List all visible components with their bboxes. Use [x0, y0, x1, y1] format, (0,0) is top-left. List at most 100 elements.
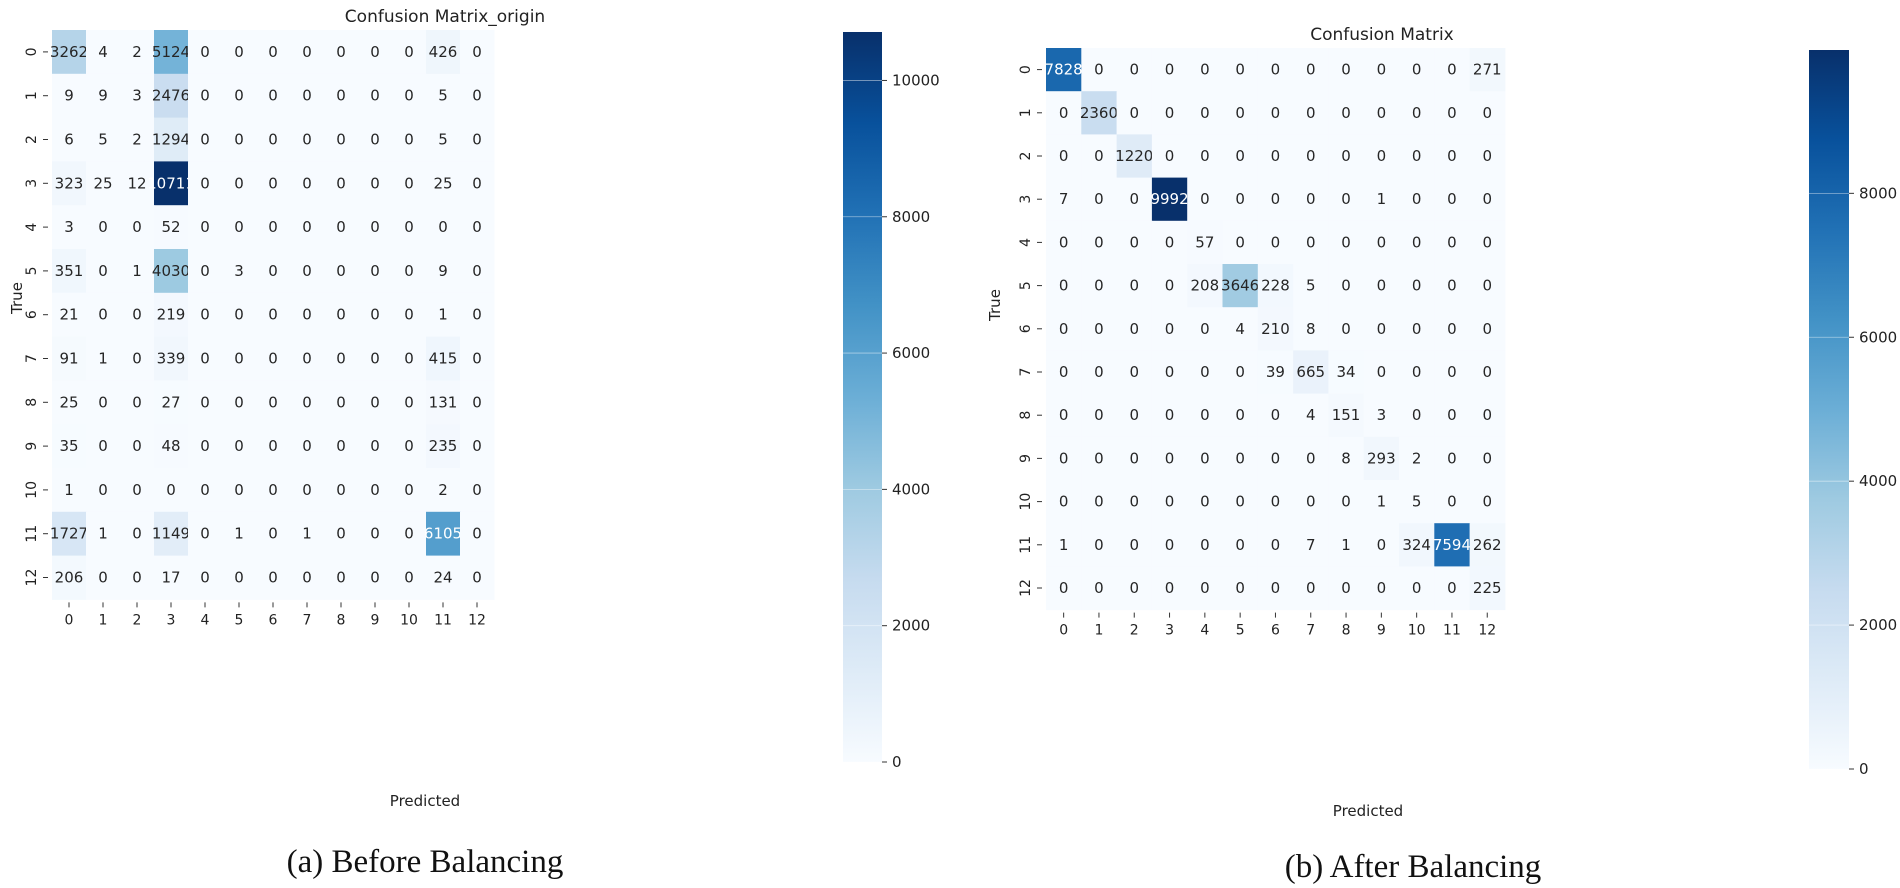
cell-value-label: 0: [98, 481, 108, 499]
cell-value-label: 1: [302, 525, 312, 543]
heatmap-cell: [358, 468, 393, 513]
heatmap-cell: [1469, 436, 1506, 481]
colorbar-tick-label: 0: [1859, 760, 1869, 778]
heatmap-cell: [1151, 264, 1188, 308]
cell-value-label: 7594: [1433, 536, 1471, 554]
y-tick-label: 10: [1018, 493, 1034, 511]
x-tick-label: 9: [371, 612, 380, 628]
cell-value-label: 0: [1341, 320, 1351, 338]
x-tick-label: 8: [1342, 623, 1351, 639]
y-tick-label: 4: [1018, 238, 1034, 247]
cell-value-label: 0: [200, 43, 210, 61]
heatmap-cell: [460, 555, 495, 600]
cell-value-label: 2476: [152, 87, 190, 105]
heatmap-cell: [86, 468, 121, 513]
heatmap-cell: [1187, 480, 1223, 524]
cell-value-label: 0: [1447, 363, 1457, 381]
heatmap-cell: [290, 249, 325, 294]
heatmap-cell: [1434, 220, 1471, 265]
x-tick-label: 8: [337, 612, 346, 628]
cell-value-label: 0: [336, 306, 346, 324]
cell-value-label: 0: [302, 87, 312, 105]
cell-value-label: 9: [64, 87, 74, 105]
x-tick-label: 1: [99, 612, 108, 628]
y-tick-label: 1: [24, 91, 40, 100]
heatmap-cell: [1187, 220, 1223, 265]
heatmap-cell: [1328, 91, 1365, 135]
cell-value-label: 0: [472, 43, 482, 61]
cell-value-label: 57: [1195, 233, 1214, 251]
heatmap-cell: [290, 424, 325, 469]
heatmap-cell: [1328, 350, 1365, 395]
heatmap-cell: [154, 292, 189, 338]
heatmap-cell: [52, 424, 87, 469]
heatmap-cell: [222, 117, 257, 162]
cell-value-label: 206: [55, 569, 84, 587]
cell-value-label: 0: [302, 306, 312, 324]
heatmap-cell: [256, 468, 291, 513]
heatmap-cell: [1469, 220, 1506, 265]
cell-value-label: 9992: [1150, 190, 1188, 208]
cell-value-label: 0: [1200, 61, 1210, 79]
heatmap-cell: [188, 205, 223, 250]
cell-value-label: 0: [1341, 579, 1351, 597]
cell-value-label: 2360: [1080, 104, 1118, 122]
cell-value-label: 0: [1271, 61, 1281, 79]
heatmap-cell: [154, 511, 189, 557]
cell-value-label: 0: [268, 218, 278, 236]
heatmap-cell: [1081, 480, 1118, 524]
cell-value-label: 0: [1094, 277, 1104, 295]
cell-value-label: 0: [268, 43, 278, 61]
heatmap-cell: [188, 161, 223, 206]
heatmap-cell: [52, 555, 87, 600]
heatmap-cell: [1187, 264, 1223, 308]
cell-value-label: 228: [1261, 277, 1290, 295]
heatmap-cell: [324, 205, 359, 250]
heatmap-cell: [1081, 264, 1118, 308]
heatmap-cell: [154, 249, 189, 294]
x-tick-label: 12: [468, 612, 486, 628]
x-tick-label: 11: [434, 612, 452, 628]
cell-value-label: 0: [1377, 536, 1387, 554]
cell-value-label: 0: [1200, 579, 1210, 597]
heatmap-cell: [358, 292, 393, 338]
heatmap-cell: [1187, 566, 1223, 611]
cell-value-label: 0: [1094, 363, 1104, 381]
heatmap-cell: [120, 380, 155, 425]
heatmap-cell: [1293, 177, 1329, 222]
cell-value-label: 0: [1235, 493, 1245, 511]
cell-value-label: 0: [1094, 190, 1104, 208]
heatmap-cell: [392, 205, 427, 250]
cell-value-label: 0: [1412, 363, 1422, 381]
heatmap-cell: [1363, 48, 1400, 92]
heatmap-cell: [1434, 264, 1471, 308]
heatmap-cell: [154, 424, 189, 469]
heatmap-cell: [290, 511, 325, 557]
heatmap-cell: [426, 424, 461, 469]
cell-value-label: 0: [1059, 579, 1069, 597]
cell-value-label: 27: [161, 393, 180, 411]
heatmap-cell: [1081, 91, 1118, 135]
heatmap-cell: [290, 555, 325, 600]
cell-value-label: 3646: [1221, 277, 1259, 295]
heatmap-cell: [324, 424, 359, 469]
heatmap-cell: [86, 249, 121, 294]
cell-value-label: 0: [302, 131, 312, 149]
cell-value-label: 0: [302, 43, 312, 61]
cell-value-label: 7: [1306, 536, 1316, 554]
cell-value-label: 0: [370, 525, 380, 543]
y-axis-label: True: [986, 289, 1004, 322]
heatmap-cell: [86, 555, 121, 600]
cell-value-label: 0: [336, 437, 346, 455]
heatmap-cell: [188, 249, 223, 294]
heatmap-cell: [1434, 307, 1471, 351]
heatmap-panel-before: Confusion Matrix_origin Predicted True 3…: [8, 7, 940, 880]
heatmap-cell: [358, 73, 393, 119]
cell-value-label: 0: [404, 87, 414, 105]
heatmap-cell: [392, 249, 427, 294]
heatmap-cell: [358, 555, 393, 600]
y-tick-label: 8: [24, 398, 40, 407]
heatmap-cell: [120, 292, 155, 338]
cell-value-label: 0: [370, 131, 380, 149]
